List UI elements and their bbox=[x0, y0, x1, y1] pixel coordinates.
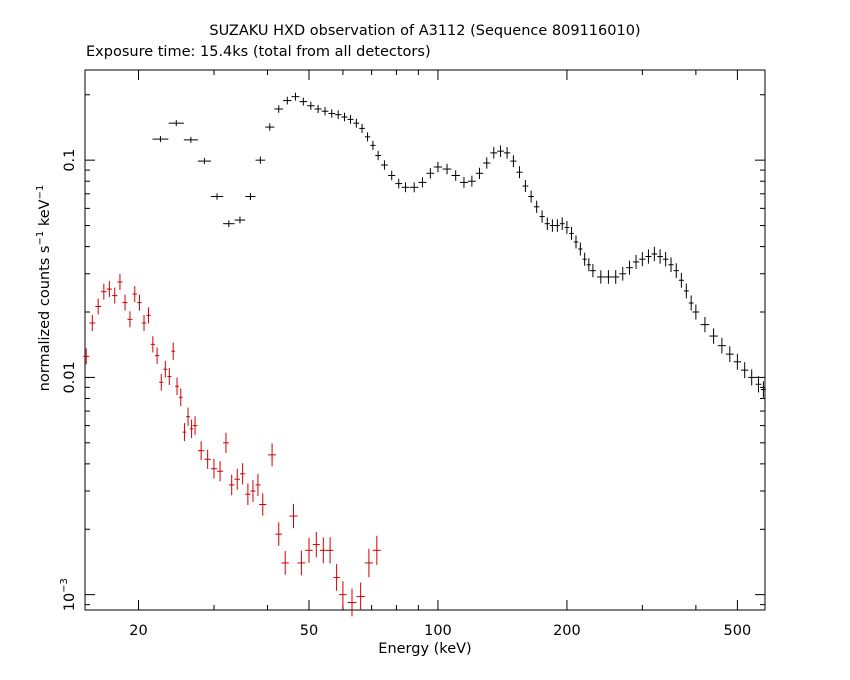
x-tick-label: 100 bbox=[424, 623, 452, 639]
y-axis-label-unit: keV bbox=[37, 199, 53, 231]
chart-subtitle: Exposure time: 15.4ks (total from all de… bbox=[86, 44, 431, 60]
x-tick-label: 500 bbox=[724, 623, 752, 639]
x-axis-label: Energy (keV) bbox=[378, 641, 472, 657]
x-tick-label: 50 bbox=[300, 623, 318, 639]
y-tick-label: 0.01 bbox=[62, 361, 78, 393]
y-axis-label-exponent: −1 bbox=[35, 230, 46, 246]
x-tick-label: 20 bbox=[129, 623, 147, 639]
x-tick-label: 200 bbox=[553, 623, 581, 639]
y-tick-label: 0.1 bbox=[62, 149, 78, 172]
y-tick-label: 10−3 bbox=[59, 578, 78, 611]
y-axis-label: normalized counts s−1 keV−1 bbox=[35, 185, 53, 392]
y-axis-label-text: normalized counts s bbox=[37, 245, 53, 392]
y-axis-label-unit-exponent: −1 bbox=[35, 184, 46, 200]
plot-frame bbox=[84, 69, 766, 611]
chart-title: SUZAKU HXD observation of A3112 (Sequenc… bbox=[209, 23, 641, 39]
